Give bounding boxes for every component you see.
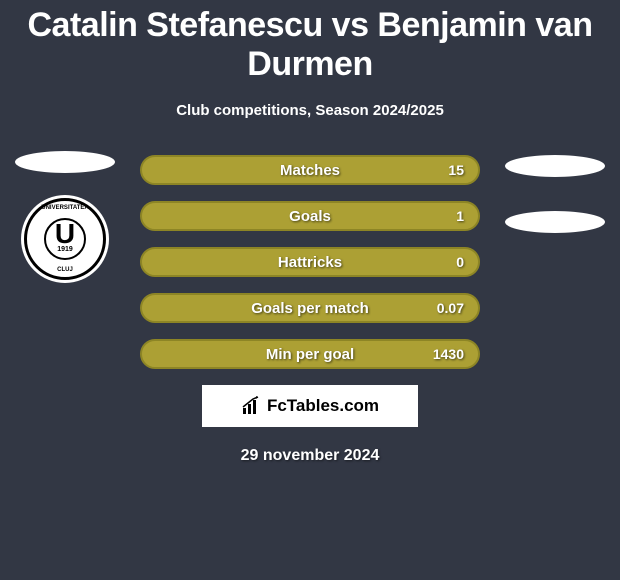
stat-bar-goals: Goals 1 bbox=[140, 201, 480, 231]
brand-name: FcTables.com bbox=[267, 396, 379, 416]
stats-bars: Matches 15 Goals 1 Hattricks 0 Goals per… bbox=[140, 151, 480, 369]
badge-ring: UNIVERSITATEA U 1919 CLUJ bbox=[24, 198, 106, 280]
stat-value: 0 bbox=[456, 254, 464, 270]
player-avatar-placeholder bbox=[505, 155, 605, 177]
club-badge-placeholder bbox=[505, 211, 605, 233]
stat-bar-hattricks: Hattricks 0 bbox=[140, 247, 480, 277]
stat-label: Matches bbox=[280, 162, 340, 179]
chart-icon bbox=[241, 396, 261, 416]
stat-value: 0.07 bbox=[437, 300, 464, 316]
stat-value: 15 bbox=[448, 162, 464, 178]
club-badge-left: UNIVERSITATEA U 1919 CLUJ bbox=[21, 195, 109, 283]
date-label: 29 november 2024 bbox=[0, 447, 620, 465]
right-player-column bbox=[500, 151, 610, 233]
stat-label: Goals bbox=[289, 208, 331, 225]
stat-value: 1 bbox=[456, 208, 464, 224]
stat-value: 1430 bbox=[433, 346, 464, 362]
badge-inner: U 1919 bbox=[44, 218, 86, 260]
stat-label: Hattricks bbox=[278, 254, 342, 271]
stat-bar-goals-per-match: Goals per match 0.07 bbox=[140, 293, 480, 323]
stat-bar-min-per-goal: Min per goal 1430 bbox=[140, 339, 480, 369]
badge-bottom-text: CLUJ bbox=[57, 267, 73, 273]
badge-year: 1919 bbox=[57, 246, 73, 254]
badge-letter: U bbox=[55, 224, 75, 244]
stat-label: Goals per match bbox=[251, 300, 369, 317]
stat-bar-matches: Matches 15 bbox=[140, 155, 480, 185]
brand-logo-box: FcTables.com bbox=[202, 385, 418, 427]
subtitle: Club competitions, Season 2024/2025 bbox=[0, 102, 620, 119]
page-title: Catalin Stefanescu vs Benjamin van Durme… bbox=[0, 0, 620, 84]
stat-label: Min per goal bbox=[266, 346, 354, 363]
player-avatar-placeholder bbox=[15, 151, 115, 173]
badge-top-text: UNIVERSITATEA bbox=[41, 205, 88, 211]
left-player-column: UNIVERSITATEA U 1919 CLUJ bbox=[10, 151, 120, 283]
comparison-region: UNIVERSITATEA U 1919 CLUJ Matches 15 Goa… bbox=[0, 151, 620, 465]
